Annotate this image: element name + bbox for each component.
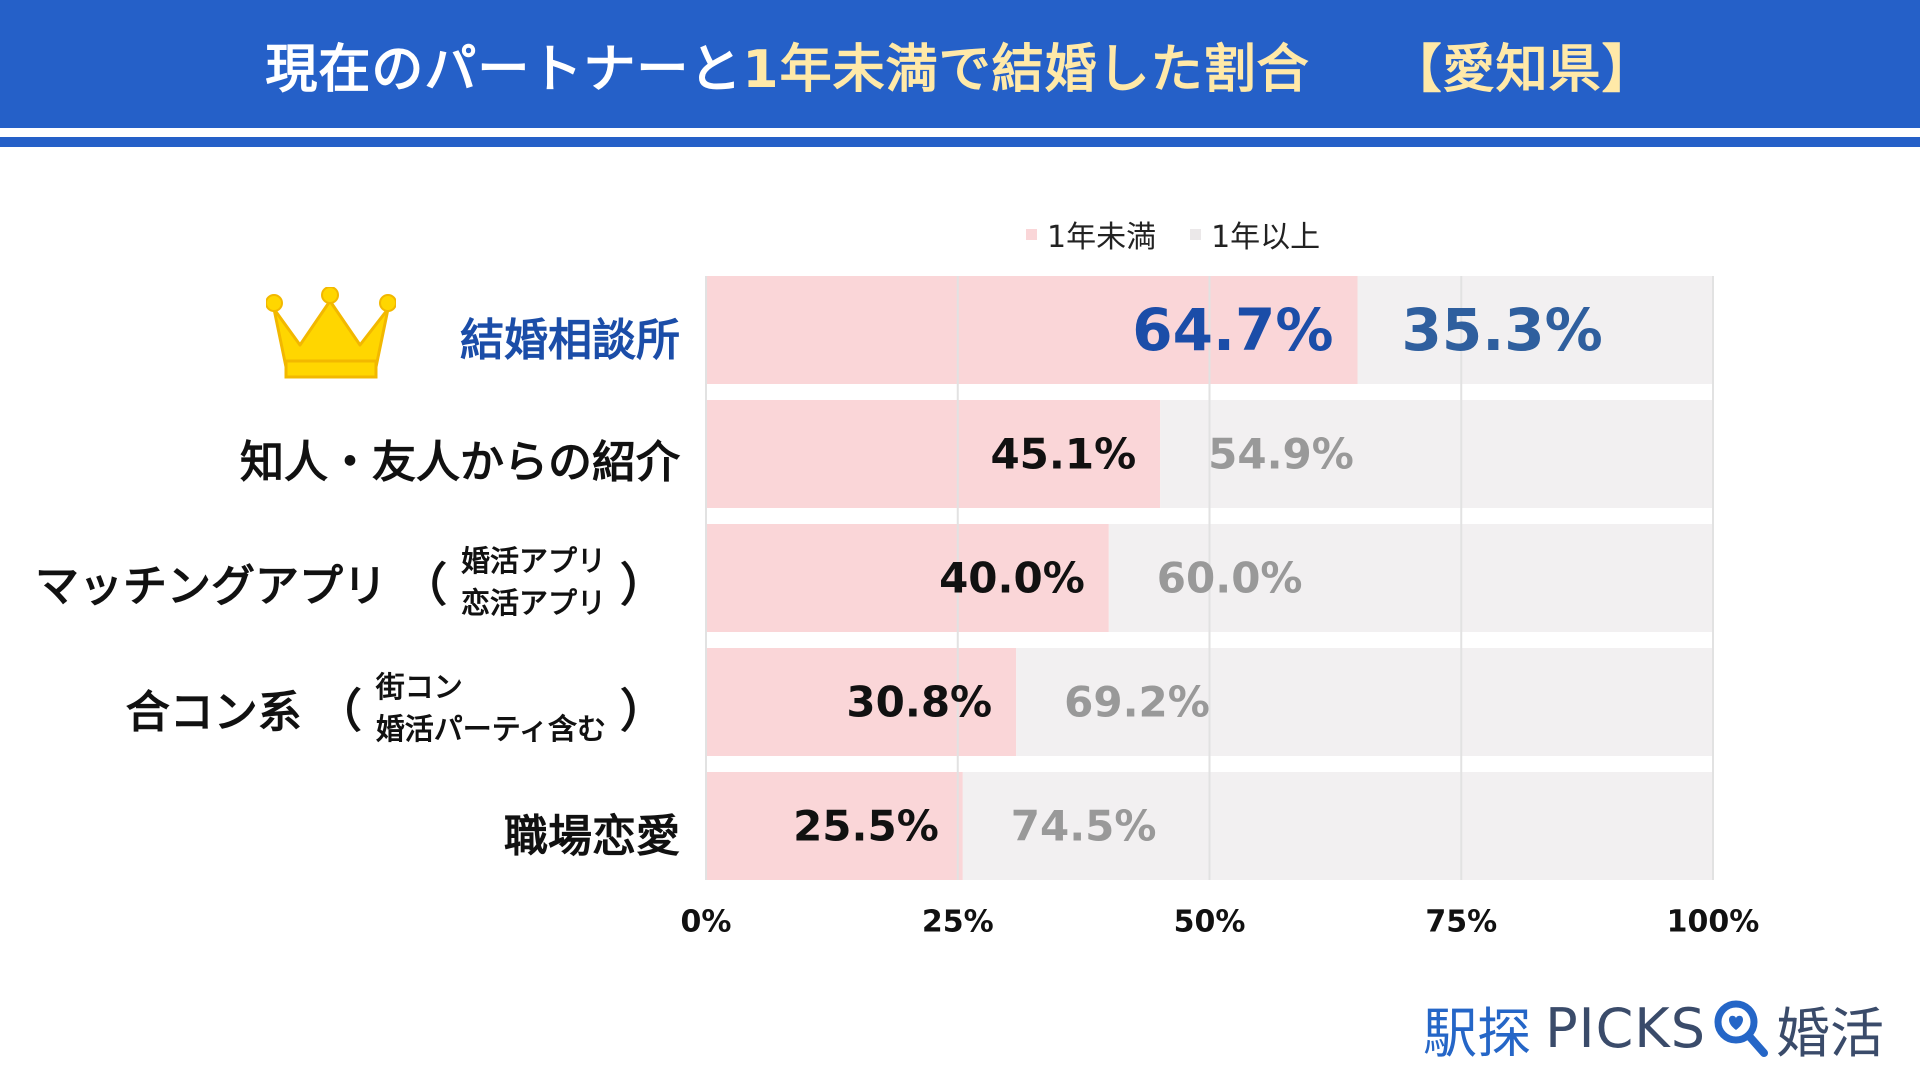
category-label-workplace: 職場恋愛 xyxy=(504,811,680,862)
value-label-over-1yr-1: 54.9% xyxy=(1208,430,1354,479)
title-region: 【愛知県】 xyxy=(1389,39,1655,100)
category-sub-list: 婚活アプリ 恋活アプリ xyxy=(461,540,606,624)
paren-close: ） xyxy=(620,684,666,738)
paren-open: （ xyxy=(400,558,447,612)
category-label-matching-app: マッチングアプリ xyxy=(34,561,387,612)
magnifier-heart-icon xyxy=(1714,1000,1768,1057)
x-tick-label-3: 75% xyxy=(1425,905,1497,940)
bar-under-1yr-3 xyxy=(706,648,1017,756)
legend-swatch-over-1yr xyxy=(1190,228,1202,240)
logo-konkatsu-text: 婚活 xyxy=(1776,1001,1884,1065)
value-label-under-1yr-3: 30.8% xyxy=(846,678,992,727)
legend-label-over-1yr: 1年以上 xyxy=(1211,220,1321,255)
x-tick-label-4: 100% xyxy=(1667,905,1760,940)
category-sub-item: 婚活アプリ xyxy=(460,544,606,578)
value-label-over-1yr-0: 35.3% xyxy=(1402,296,1603,364)
bar-under-1yr-1 xyxy=(706,400,1161,508)
bar-over-1yr-1 xyxy=(1160,400,1713,508)
bar-under-1yr-4 xyxy=(706,772,963,880)
bar-under-1yr-2 xyxy=(706,524,1109,632)
value-label-under-1yr-4: 25.5% xyxy=(793,802,939,851)
bar-under-1yr-0 xyxy=(706,276,1358,384)
legend-label-under-1yr: 1年未満 xyxy=(1047,220,1157,255)
category-label-2: マッチングアプリ （ 婚活アプリ 恋活アプリ ） xyxy=(35,528,680,636)
paren-open: （ xyxy=(315,684,362,738)
paren-close: ） xyxy=(620,558,666,612)
x-tick-label-2: 50% xyxy=(1174,905,1246,940)
chart-legend: 1年未満 1年以上 xyxy=(1026,212,1354,256)
value-label-over-1yr-4: 74.5% xyxy=(1011,802,1157,851)
category-label-introduction: 知人・友人からの紹介 xyxy=(240,437,680,488)
title-highlight: 1年未満で結婚した割合 xyxy=(742,39,1310,100)
crown-icon xyxy=(266,287,396,379)
logo-picks-text: PICKS xyxy=(1545,996,1706,1060)
category-label-1: 知人・友人からの紹介 xyxy=(240,404,680,512)
legend-item-under-1yr: 1年未満 xyxy=(1026,212,1156,256)
category-sub-list: 街コン 婚活パーティ含む xyxy=(376,666,606,750)
legend-item-over-1yr: 1年以上 xyxy=(1190,212,1320,256)
header-banner xyxy=(0,0,1920,128)
bar-over-1yr-0 xyxy=(1357,276,1713,384)
logo-station-text: 駅探 xyxy=(1423,1001,1532,1065)
category-label-gokon: 合コン系 xyxy=(125,687,302,738)
title-main: 現在のパートナーと xyxy=(265,39,743,100)
category-sub-item: 恋活アプリ xyxy=(460,586,606,620)
category-label-0: 結婚相談所 xyxy=(460,282,680,390)
page-title: 現在のパートナーと 1年未満で結婚した割合 【愛知県】 xyxy=(0,0,1920,128)
category-sub-item: 街コン xyxy=(375,670,463,704)
category-label-marriage-agency: 結婚相談所 xyxy=(460,315,680,366)
bar-over-1yr-3 xyxy=(1016,648,1713,756)
category-label-3: 合コン系 （ 街コン 婚活パーティ含む ） xyxy=(126,654,680,762)
category-label-4: 職場恋愛 xyxy=(504,778,680,886)
x-tick-label-1: 25% xyxy=(922,905,994,940)
legend-swatch-under-1yr xyxy=(1026,228,1037,240)
header-divider-blue xyxy=(0,137,1920,147)
value-label-under-1yr-1: 45.1% xyxy=(990,430,1136,479)
bar-over-1yr-4 xyxy=(962,772,1713,880)
x-tick-label-0: 0% xyxy=(681,905,732,940)
value-label-over-1yr-3: 69.2% xyxy=(1064,678,1210,727)
value-label-under-1yr-0: 64.7% xyxy=(1132,296,1333,364)
value-label-under-1yr-2: 40.0% xyxy=(939,554,1085,603)
value-label-over-1yr-2: 60.0% xyxy=(1157,554,1303,603)
brand-logo: 駅探 PICKS 婚活 xyxy=(1423,990,1884,1066)
header-divider-white xyxy=(0,128,1920,137)
category-sub-item: 婚活パーティ含む xyxy=(375,712,606,746)
